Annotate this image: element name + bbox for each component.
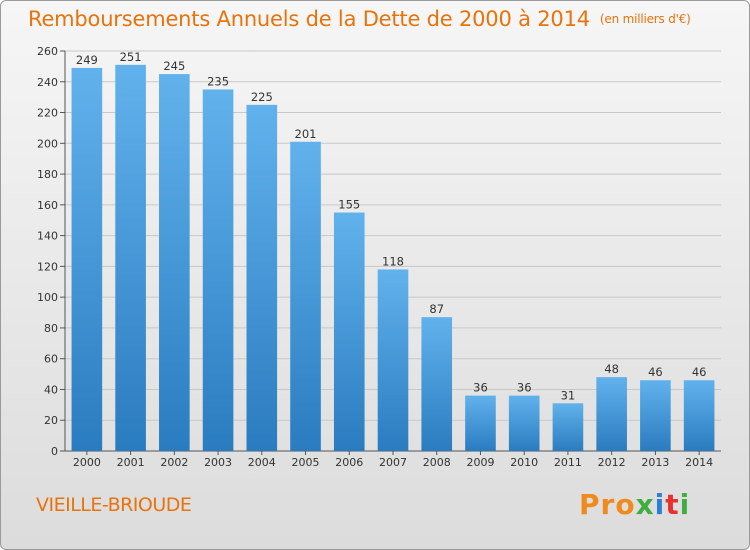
bar-value-label: 87 <box>429 302 444 316</box>
x-tick-label: 2003 <box>204 456 232 469</box>
y-tick-label: 40 <box>44 383 58 396</box>
bar <box>377 269 409 451</box>
y-tick-label: 100 <box>37 291 58 304</box>
y-tick-label: 140 <box>37 230 58 243</box>
bar-value-label: 249 <box>76 53 98 67</box>
y-tick-label: 20 <box>44 414 58 427</box>
proxiti-logo: Proxiti <box>579 488 690 521</box>
bar <box>290 141 321 451</box>
y-tick-label: 60 <box>44 353 58 366</box>
logo-letter: t <box>665 488 680 521</box>
bar-value-label: 46 <box>692 365 707 379</box>
bar-value-label: 118 <box>382 254 404 268</box>
x-tick-label: 2007 <box>379 456 407 469</box>
bar <box>246 104 278 451</box>
x-tick-label: 2005 <box>292 456 320 469</box>
bar-value-label: 31 <box>561 388 576 402</box>
bar-value-label: 201 <box>295 127 317 141</box>
y-tick-label: 120 <box>37 260 58 273</box>
bar-value-label: 46 <box>648 365 663 379</box>
y-tick-label: 80 <box>44 322 58 335</box>
bar <box>333 212 365 451</box>
logo-letter: i <box>679 488 691 521</box>
y-tick-label: 240 <box>37 76 58 89</box>
logo-letter: P <box>579 488 601 521</box>
x-tick-label: 2001 <box>117 456 145 469</box>
bar <box>508 395 540 451</box>
y-tick-label: 0 <box>51 445 58 458</box>
bar-value-label: 235 <box>207 74 229 88</box>
logo-letter: i <box>654 488 666 521</box>
x-tick-label: 2004 <box>248 456 276 469</box>
chart-title-text: Remboursements Annuels de la Dette de 20… <box>28 7 590 31</box>
x-tick-label: 2009 <box>466 456 494 469</box>
bar <box>159 74 190 452</box>
x-tick-label: 2011 <box>554 456 582 469</box>
bar-value-label: 245 <box>163 59 185 73</box>
bar-value-label: 48 <box>604 362 619 376</box>
bar <box>115 64 146 451</box>
logo-letter: o <box>615 488 636 521</box>
bar-value-label: 251 <box>120 50 142 64</box>
logo-letter: r <box>600 488 616 521</box>
logo-letter: x <box>635 488 655 521</box>
y-tick-label: 200 <box>37 137 58 150</box>
x-tick-label: 2014 <box>685 456 713 469</box>
bar-value-label: 36 <box>473 381 488 395</box>
x-tick-label: 2010 <box>510 456 538 469</box>
bar-value-label: 36 <box>517 381 532 395</box>
chart-unit: (en milliers d'€) <box>599 12 691 26</box>
y-tick-label: 180 <box>37 168 58 181</box>
bar-value-label: 155 <box>338 198 360 212</box>
bar <box>640 380 671 451</box>
commune-name: VIEILLE-BRIOUDE <box>36 494 192 516</box>
x-tick-label: 2012 <box>598 456 626 469</box>
bar <box>421 317 453 451</box>
x-tick-label: 2002 <box>160 456 188 469</box>
x-tick-label: 2013 <box>641 456 669 469</box>
y-tick-label: 220 <box>37 107 58 120</box>
bar-value-label: 225 <box>251 90 273 104</box>
y-tick-label: 260 <box>37 45 58 58</box>
bar <box>71 67 103 451</box>
x-tick-label: 2006 <box>335 456 363 469</box>
y-tick-label: 160 <box>37 199 58 212</box>
bar <box>683 380 715 451</box>
x-tick-label: 2000 <box>73 456 101 469</box>
bar <box>465 395 496 451</box>
bar <box>202 89 234 451</box>
x-tick-label: 2008 <box>423 456 451 469</box>
bar <box>552 403 584 451</box>
chart-title: Remboursements Annuels de la Dette de 20… <box>28 7 691 31</box>
bar <box>596 377 627 451</box>
